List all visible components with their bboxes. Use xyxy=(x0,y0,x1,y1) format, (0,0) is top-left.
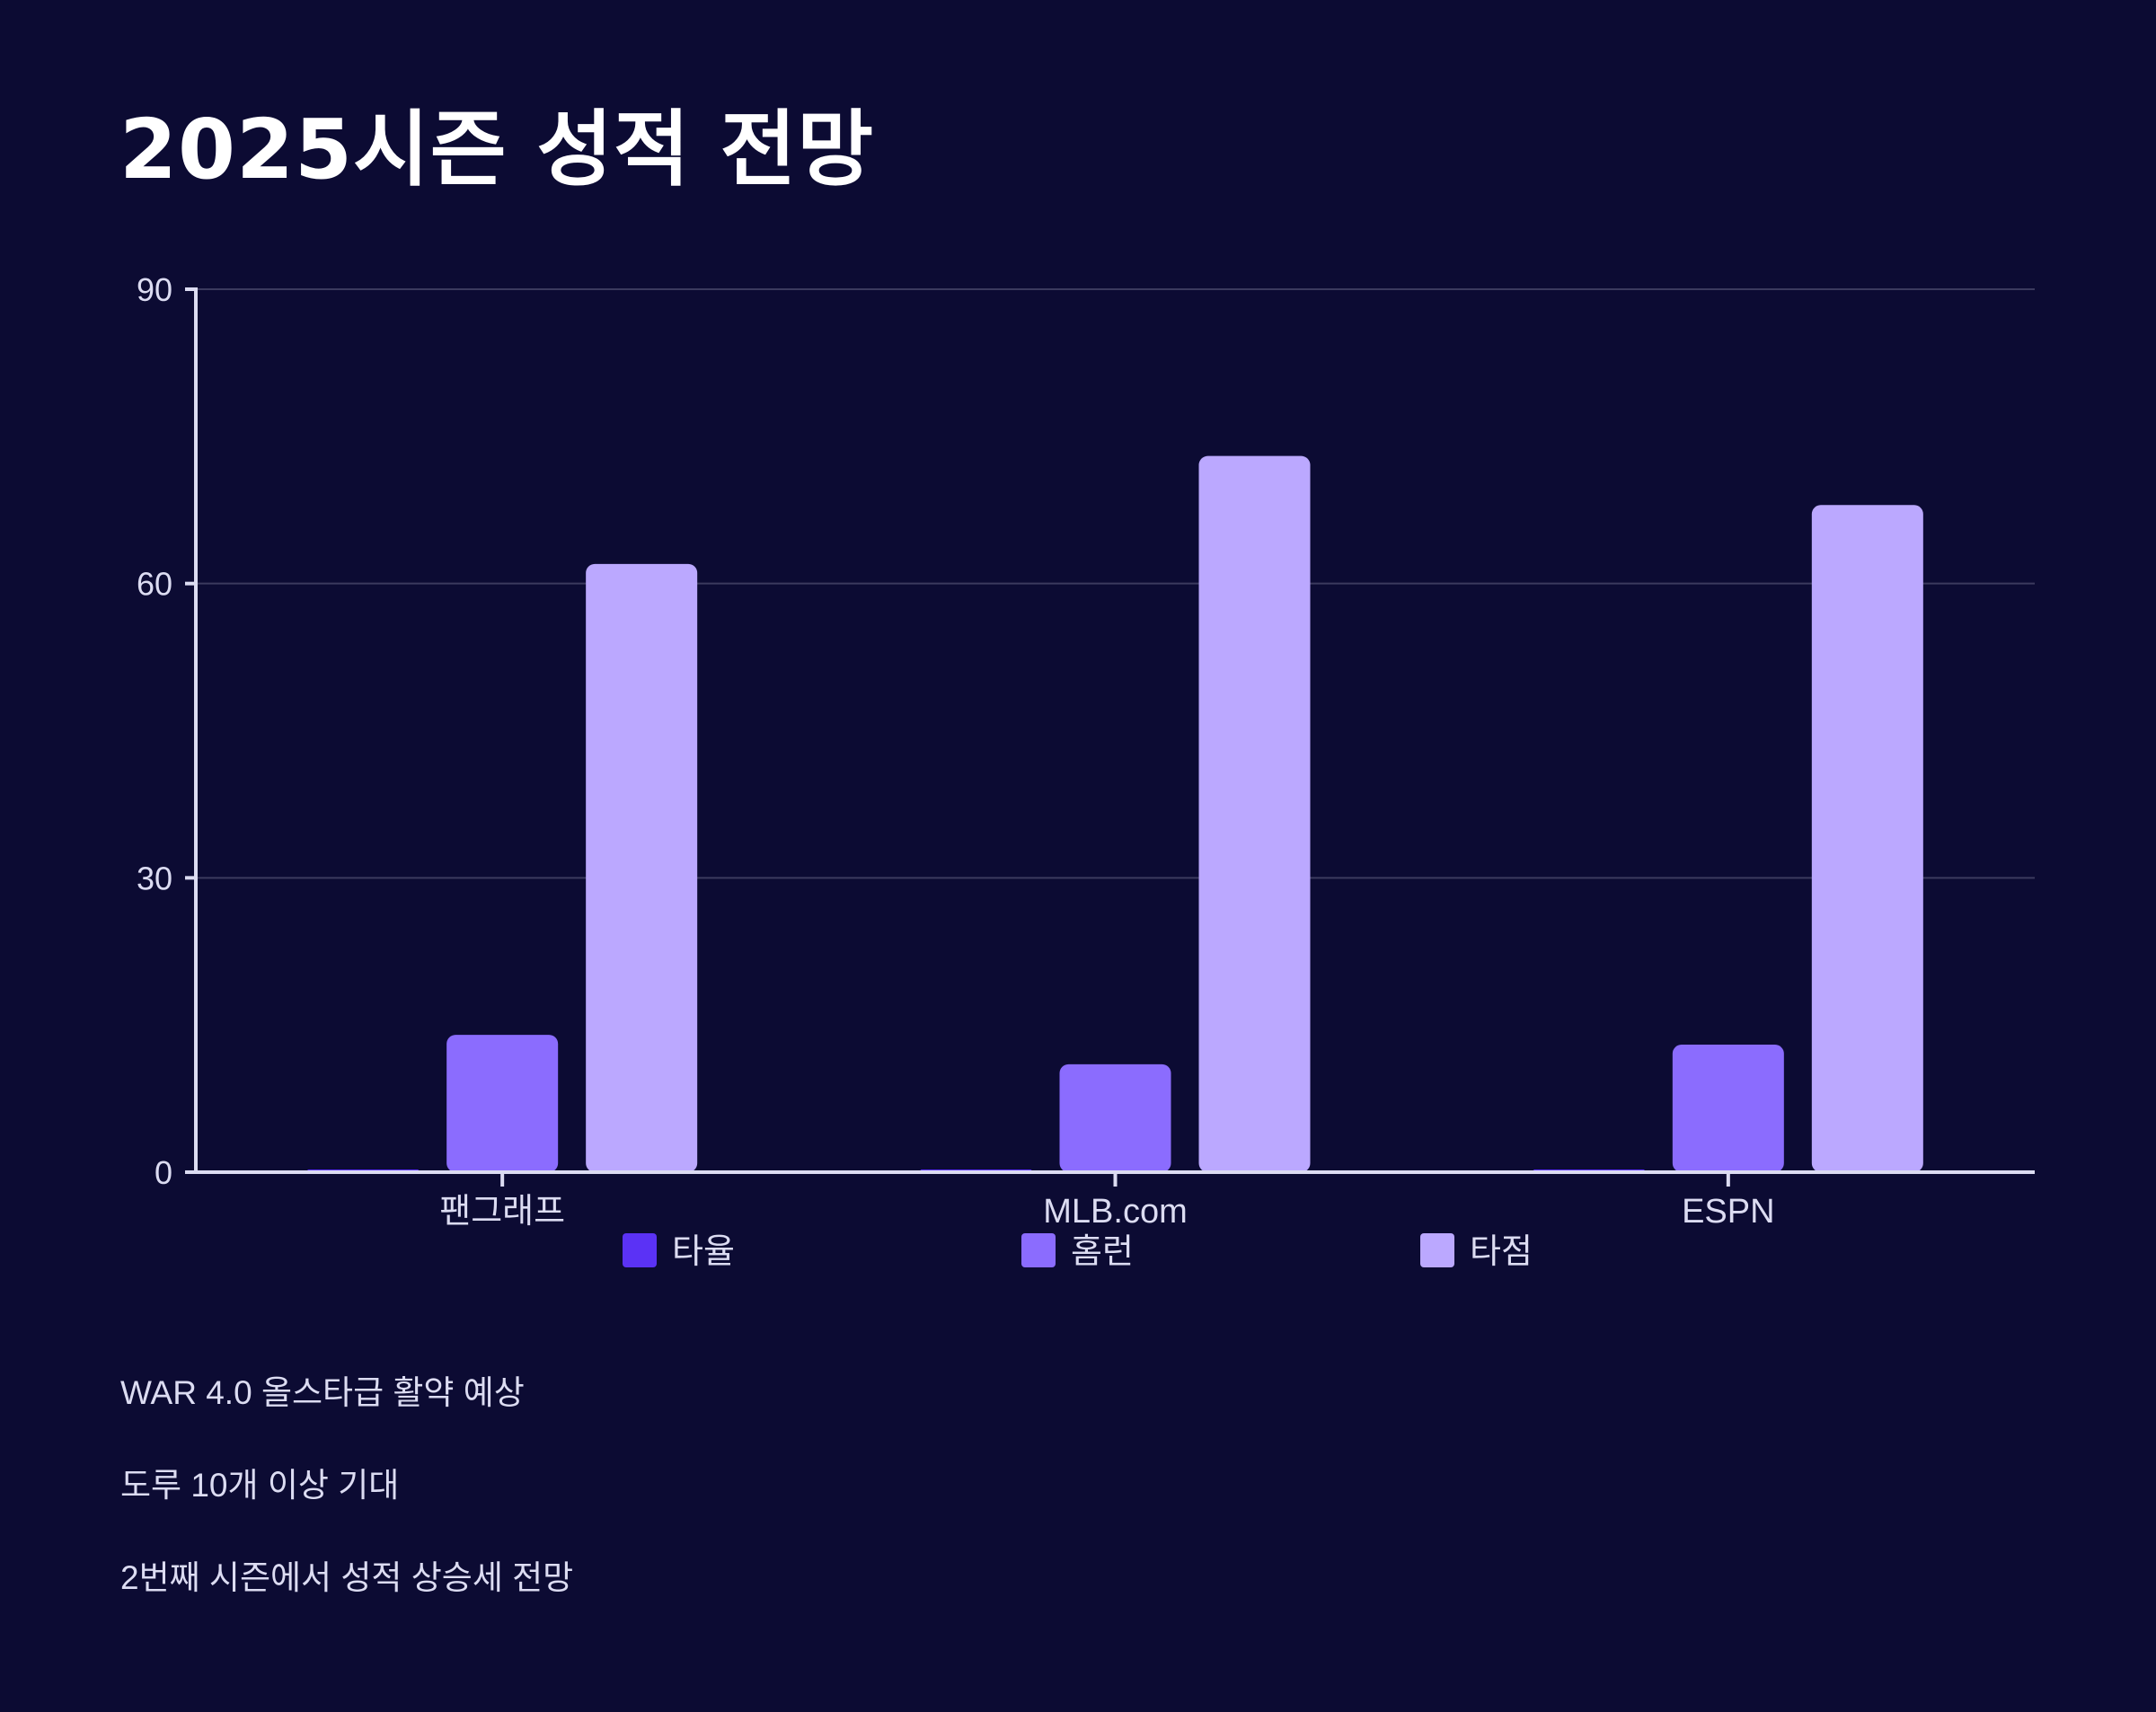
note-item: 도루 10개 이상 기대 xyxy=(120,1467,400,1504)
bar-타점 xyxy=(1811,505,1923,1172)
axes: 0 30 60 90 팬그래프 MLB.com ESPN xyxy=(137,271,2035,1231)
chart-title: 2025시즌 성적 전망 xyxy=(119,101,874,198)
legend-swatch xyxy=(1420,1233,1454,1267)
note-item: WAR 4.0 올스타급 활약 예상 xyxy=(120,1374,525,1411)
x-tick-label: MLB.com xyxy=(1043,1193,1187,1231)
bar-홈런 xyxy=(1059,1063,1171,1172)
legend-swatch xyxy=(1021,1233,1056,1267)
gridlines xyxy=(196,288,2035,879)
bar-타점 xyxy=(586,563,698,1172)
bars xyxy=(307,455,1923,1173)
y-tick-label: 60 xyxy=(137,566,172,603)
legend-swatch xyxy=(623,1233,657,1267)
legend: 타율 홈런 타점 xyxy=(623,1233,1533,1271)
legend-label: 홈런 xyxy=(1071,1233,1134,1271)
y-tick-label: 0 xyxy=(155,1154,172,1191)
x-tick-label: 팬그래프 xyxy=(439,1193,565,1231)
bar-홈런 xyxy=(1672,1045,1784,1172)
legend-label: 타율 xyxy=(672,1233,735,1271)
x-tick-label: ESPN xyxy=(1682,1193,1774,1231)
bar-chart: 0 30 60 90 팬그래프 MLB.com ESPN 타율 홈런 타점 xyxy=(137,271,2035,1271)
legend-label: 타점 xyxy=(1470,1233,1533,1271)
notes-list: WAR 4.0 올스타급 활약 예상 도루 10개 이상 기대 2번째 시즌에서… xyxy=(120,1374,573,1652)
bar-홈런 xyxy=(446,1035,559,1172)
y-tick-label: 30 xyxy=(137,860,172,896)
y-tick-label: 90 xyxy=(137,271,172,308)
note-item: 2번째 시즌에서 성적 상승세 전망 xyxy=(120,1559,574,1596)
bar-타점 xyxy=(1198,455,1311,1173)
